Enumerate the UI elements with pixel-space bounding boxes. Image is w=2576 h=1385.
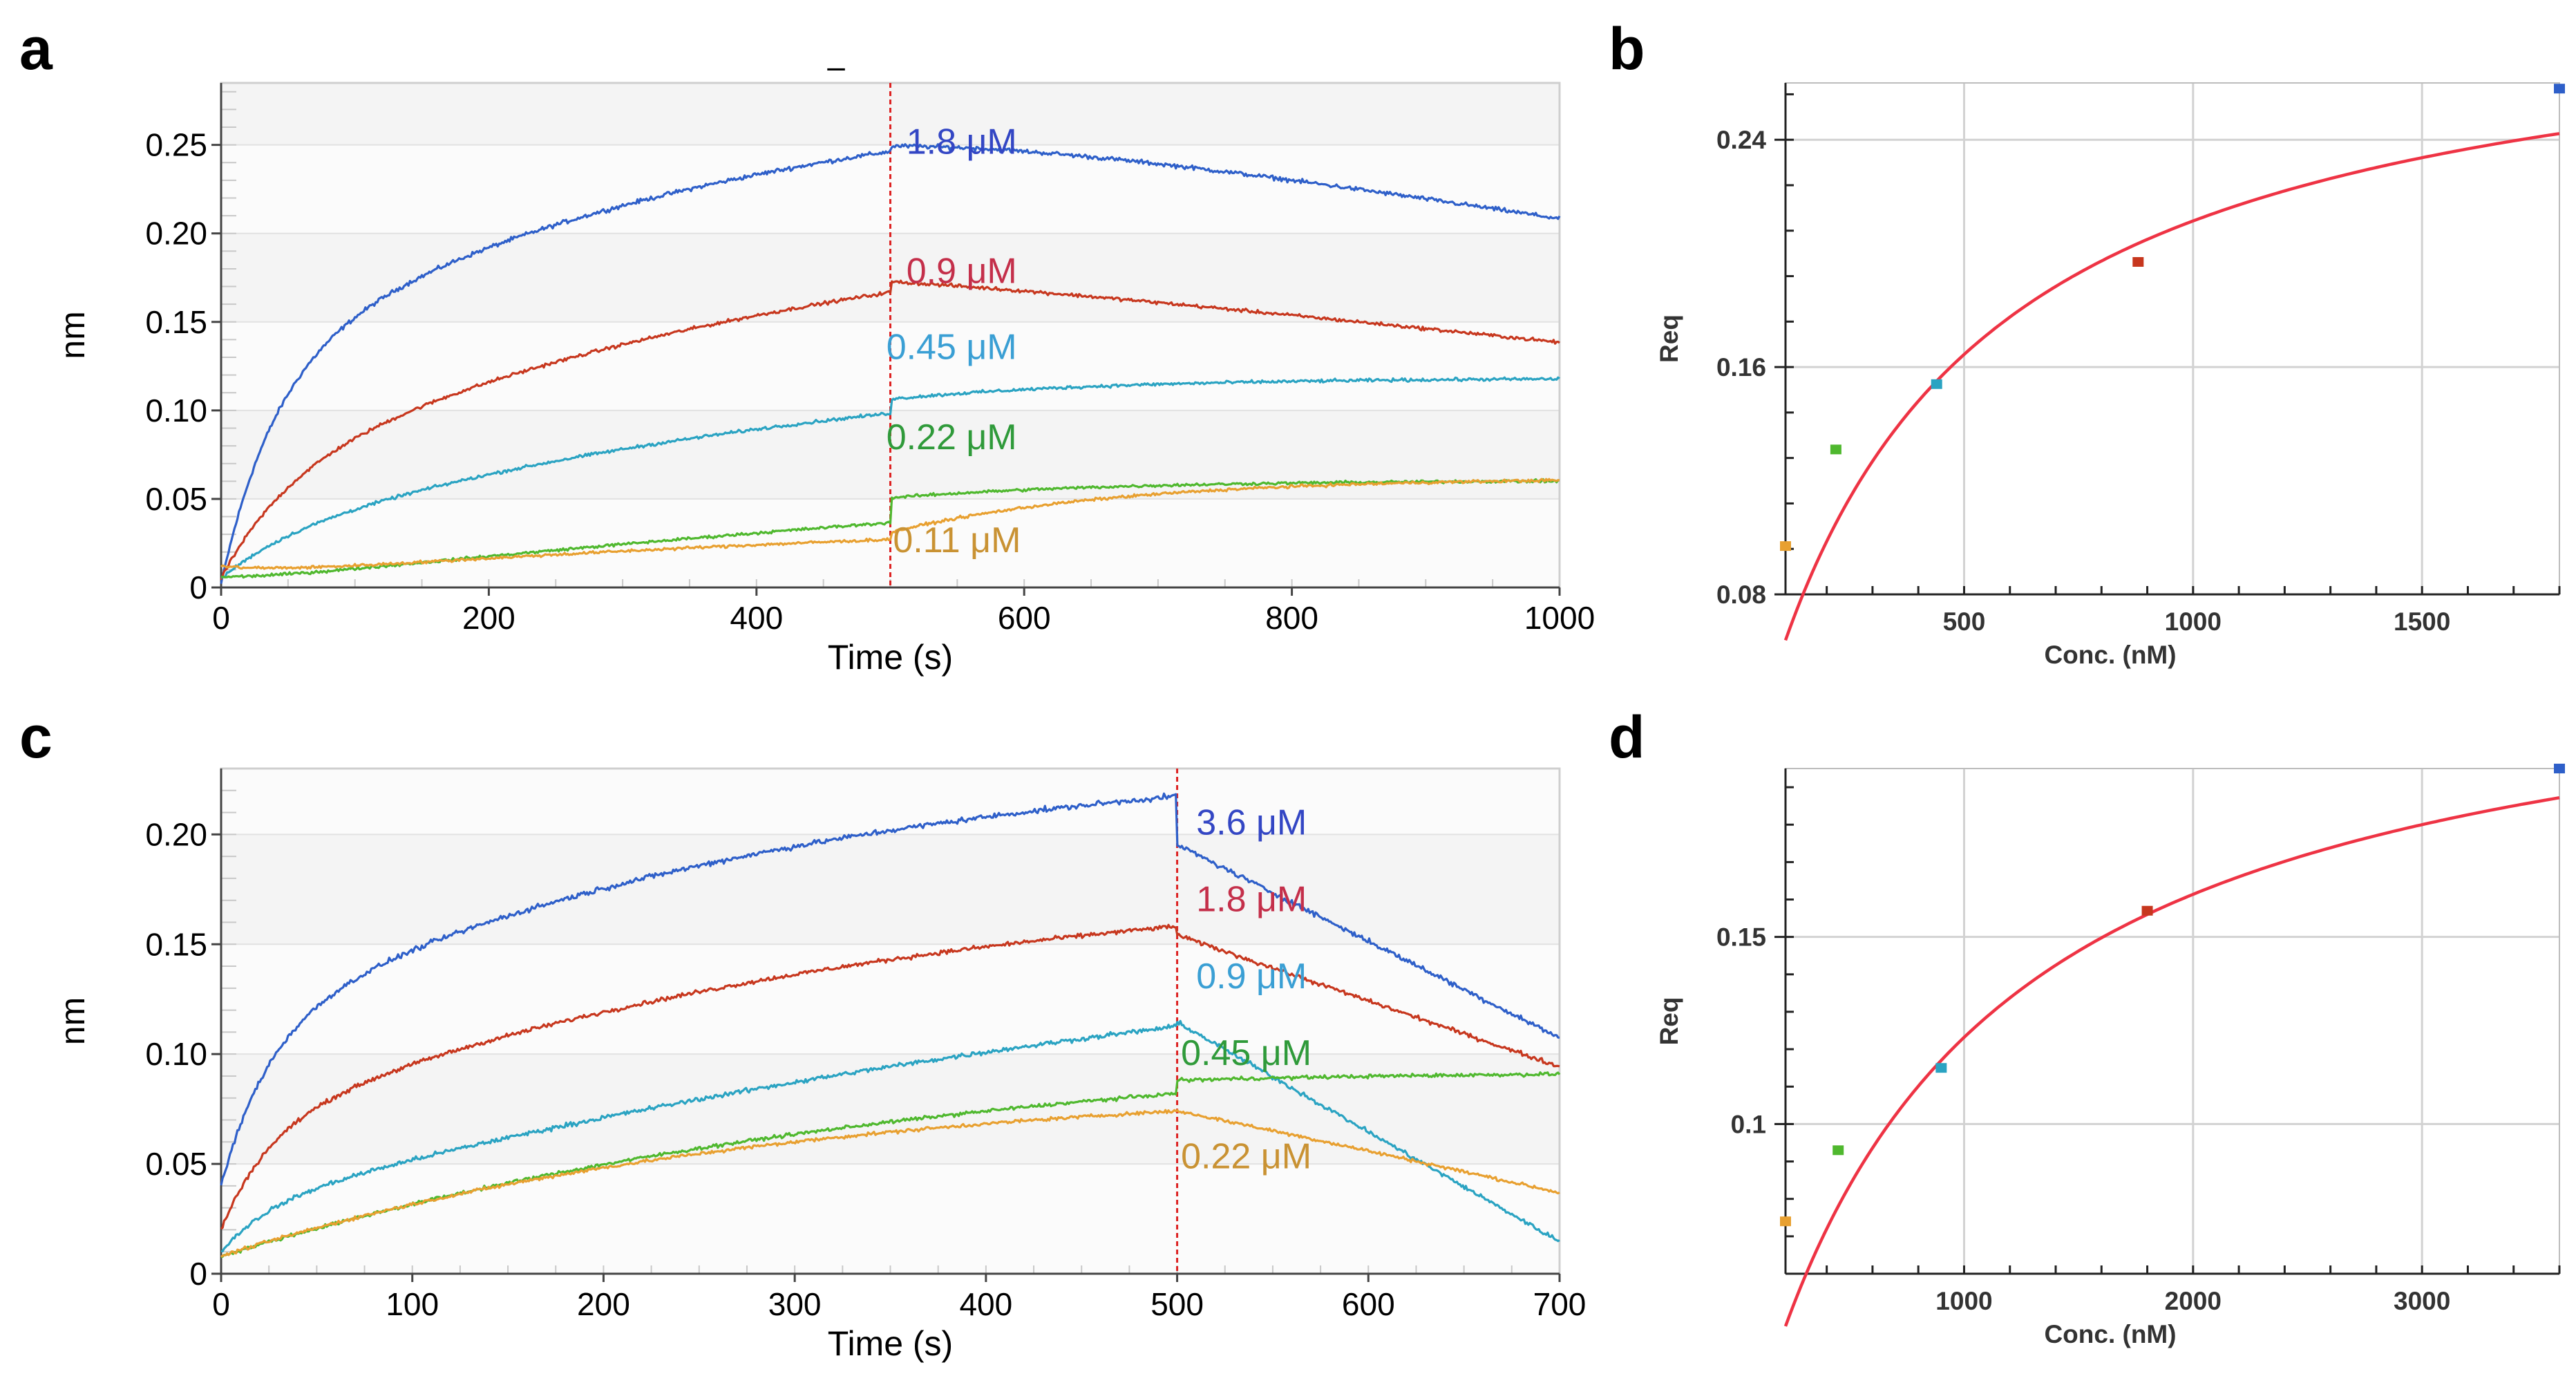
x-tick-label: 400 (730, 600, 783, 636)
series-label: 0.45 μM (887, 328, 1017, 368)
x-tick-label: 0 (212, 1286, 230, 1322)
x-tick-label: 200 (462, 600, 515, 636)
series-label: 0.22 μM (887, 417, 1017, 458)
x-tick-label: 500 (1943, 607, 1986, 636)
x-tick-label: 200 (577, 1286, 630, 1322)
fit-curve (1783, 132, 2560, 641)
y-tick-label: 0.10 (145, 1036, 207, 1072)
data-point (1935, 1063, 1947, 1073)
x-axis-label: Time (s) (828, 1324, 953, 1363)
series-line (220, 923, 1560, 1230)
panel-d: 0.1 0.15 1000 2000 3000 Conc. (nM) Req d (1609, 704, 2565, 1348)
panel-b: 0.08 0.16 0.24 500 1000 1500 Conc. (nM) Req b (1609, 16, 2565, 669)
background-band (221, 769, 1560, 835)
panel-c: 0 0.05 0.10 0.15 0.20 0 100 200 300 400 500 600 700 T… (19, 704, 1586, 1363)
y-axis-label: nm (53, 997, 92, 1045)
x-tick-label: 2000 (2165, 1287, 2222, 1315)
data-point (2132, 257, 2144, 267)
y-tick-label: 0.15 (145, 304, 207, 340)
series-label: 1.8 μM (1196, 880, 1307, 920)
y-tick-label: 0.20 (145, 216, 207, 252)
x-tick-label: 400 (959, 1286, 1012, 1322)
series-label: 1.8 μM (907, 122, 1017, 162)
y-tick-label: 0.25 (145, 127, 207, 163)
series-label: 0.45 μM (1181, 1033, 1311, 1073)
series-label: 3.6 μM (1196, 802, 1307, 842)
y-tick-label: 0.10 (145, 393, 207, 428)
y-tick-label: 0.08 (1716, 581, 1766, 609)
x-tick-label: 3000 (2394, 1287, 2450, 1315)
series-line (220, 1109, 1560, 1258)
y-tick-label: 0.15 (145, 926, 207, 962)
title-mark: – (827, 48, 845, 84)
series-line (220, 143, 1561, 584)
plot-frame (1785, 82, 2560, 595)
data-point (1830, 444, 1841, 455)
data-point (2554, 764, 2565, 773)
y-axis-label: Req (1655, 997, 1683, 1046)
plot-frame (1785, 768, 2560, 1274)
x-tick-label: 600 (1342, 1286, 1395, 1322)
panel-label: c (19, 704, 53, 771)
y-axis-label: nm (53, 311, 92, 359)
data-point (1832, 1145, 1844, 1156)
x-tick-label: 1000 (1935, 1287, 1992, 1315)
x-tick-label: 100 (386, 1286, 439, 1322)
x-tick-label: 1500 (2394, 607, 2450, 636)
y-tick-label: 0.24 (1716, 126, 1766, 154)
background-band (221, 834, 1560, 945)
x-axis-label: Conc. (nM) (2044, 1320, 2176, 1348)
series-line (220, 1019, 1560, 1253)
y-tick-label: 0 (189, 1256, 207, 1292)
x-tick-label: 700 (1533, 1286, 1587, 1322)
data-point (1780, 541, 1791, 552)
y-tick-label: 0.20 (145, 816, 207, 852)
data-point (1931, 379, 1942, 389)
series-label: 0.9 μM (907, 251, 1017, 291)
x-tick-label: 300 (768, 1286, 822, 1322)
series-label: 0.9 μM (1196, 957, 1307, 997)
x-tick-label: 600 (998, 600, 1051, 636)
y-axis-label: Req (1655, 314, 1683, 363)
x-tick-label: 800 (1265, 600, 1318, 636)
series-line (220, 792, 1560, 1186)
series-label: 0.11 μM (893, 520, 1021, 560)
y-tick-label: 0 (189, 569, 207, 605)
y-tick-label: 0.16 (1716, 353, 1766, 381)
x-axis-label: Time (s) (828, 638, 953, 677)
series-label: 0.22 μM (1181, 1136, 1311, 1176)
x-tick-label: 1000 (2165, 607, 2222, 636)
data-point (2554, 84, 2565, 94)
data-point (1780, 1216, 1791, 1227)
background-band (221, 1164, 1560, 1274)
series-line (220, 478, 1560, 579)
series-line (220, 279, 1560, 581)
background-band (221, 944, 1560, 1055)
fit-curve (1783, 795, 2560, 1327)
x-tick-label: 1000 (1524, 600, 1595, 636)
series-line (220, 478, 1560, 570)
panel-label: a (19, 16, 53, 82)
series-line (220, 376, 1560, 579)
background-band (221, 1054, 1560, 1165)
x-tick-label: 0 (212, 600, 230, 636)
y-tick-label: 0.1 (1731, 1110, 1766, 1138)
panel-a: 0 0.05 0.10 0.15 0.20 0.25 0 200 400 600 800 1000 Ti… (19, 16, 1595, 677)
y-tick-label: 0.15 (1716, 923, 1766, 952)
panel-label: d (1609, 704, 1645, 771)
y-tick-label: 0.05 (145, 1146, 207, 1182)
series-line (220, 1071, 1561, 1259)
panel-label: b (1609, 16, 1645, 82)
x-tick-label: 500 (1150, 1286, 1204, 1322)
x-axis-label: Conc. (nM) (2044, 641, 2176, 669)
y-tick-label: 0.05 (145, 481, 207, 517)
data-point (2141, 905, 2153, 916)
